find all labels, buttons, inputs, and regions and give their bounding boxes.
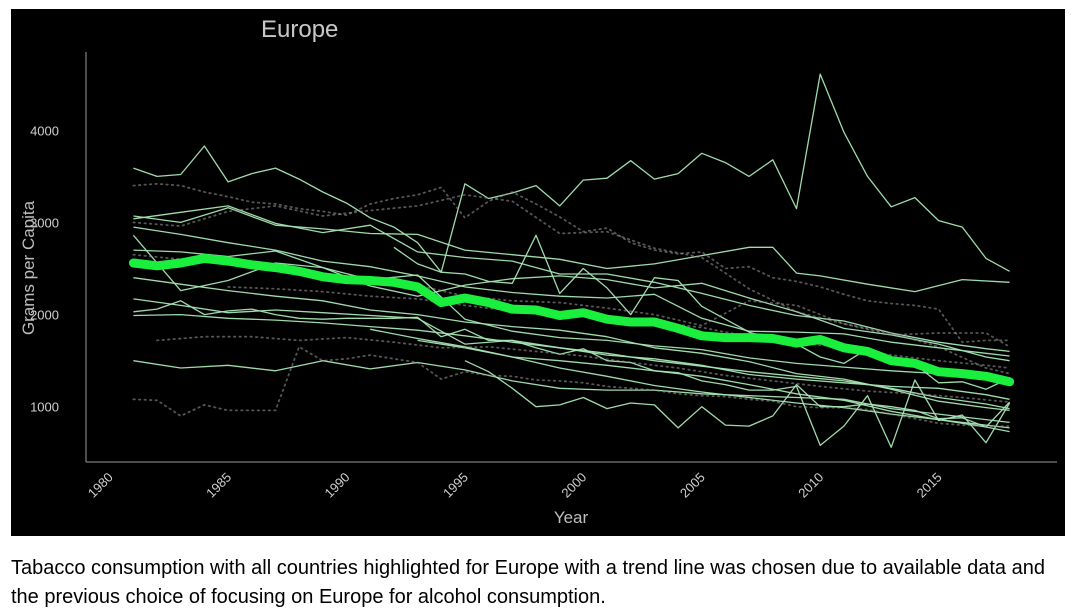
country-series-line-11 (133, 360, 1010, 424)
country-series-line-9 (133, 300, 1011, 448)
country-series-line-13 (370, 328, 1010, 433)
x-tick-label-1990: 1990 (322, 470, 353, 501)
country-series-line-18 (132, 253, 1011, 375)
country-series-line-15 (464, 360, 1011, 429)
series-layer (132, 73, 1011, 448)
x-tick-label-1980: 1980 (85, 470, 116, 501)
country-series-line-2 (133, 207, 1010, 293)
x-tick-label-2015: 2015 (914, 470, 945, 501)
tick-layer: 1000 2000 3000 4000 1980 1985 1990 1995 2000 2005… (30, 123, 945, 500)
country-series-line-4 (133, 226, 1010, 357)
x-axis-title: Year (554, 508, 589, 527)
country-series-line-20 (132, 345, 1011, 428)
y-tick-label-2000: 2000 (30, 308, 59, 323)
country-series-line-7 (133, 277, 1010, 412)
x-tick-label-1995: 1995 (440, 470, 471, 501)
country-series-line-17 (132, 193, 1011, 348)
country-series-line-14 (417, 339, 1010, 429)
country-series-line-10 (133, 313, 1010, 410)
country-series-line-6 (133, 249, 1010, 380)
axis-layer (85, 52, 1057, 463)
y-tick-label-4000: 4000 (30, 123, 59, 138)
trend-line (128, 253, 1015, 387)
y-tick-label-3000: 3000 (30, 215, 59, 230)
chart-panel: Europe 1000 2000 3000 4000 1980 1985 1990 1995 2… (11, 9, 1065, 536)
figure-caption: Tabacco consumption with all countries h… (11, 557, 1045, 608)
y-axis-title: Grams per Capita (19, 200, 38, 335)
line-chart: Europe 1000 2000 3000 4000 1980 1985 1990 1995 2… (19, 16, 1057, 527)
trend-layer (128, 253, 1015, 387)
x-tick-label-1985: 1985 (203, 470, 234, 501)
y-tick-label-1000: 1000 (30, 400, 59, 415)
x-tick-label-2010: 2010 (795, 470, 826, 501)
x-tick-label-2005: 2005 (677, 470, 708, 501)
country-series-line-19 (156, 335, 1011, 404)
x-tick-label-2000: 2000 (558, 470, 589, 501)
country-series-line-1 (133, 73, 1010, 273)
country-series-line-16 (132, 182, 1011, 344)
chart-title: Europe (261, 16, 338, 43)
country-series-line-5 (132, 234, 1010, 362)
country-series-line-8 (133, 298, 1010, 400)
